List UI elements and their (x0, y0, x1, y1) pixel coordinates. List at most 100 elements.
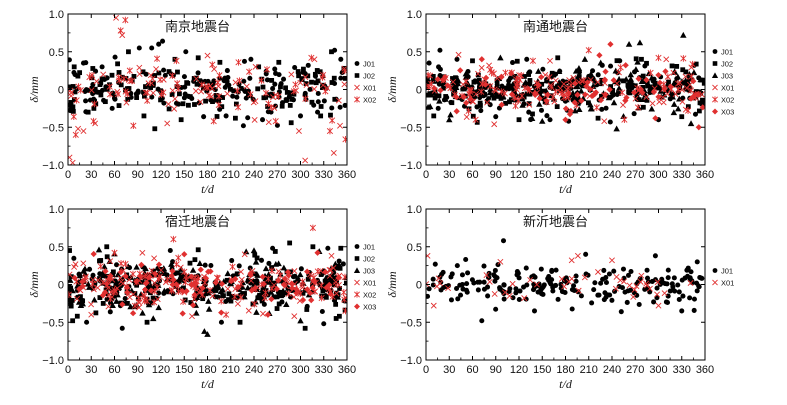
data-point (99, 64, 105, 70)
data-point (625, 83, 631, 89)
data-point (90, 250, 97, 258)
data-point (547, 57, 553, 64)
data-point (472, 116, 479, 124)
data-point (503, 100, 508, 106)
data-point (151, 298, 158, 306)
data-point (330, 149, 337, 156)
data-point (507, 286, 513, 292)
data-point (196, 260, 204, 267)
data-point (233, 115, 238, 121)
data-point (429, 75, 437, 82)
y-axis-label: δ/mm (385, 76, 399, 103)
data-point (272, 260, 280, 267)
data-point (325, 245, 331, 251)
data-point (569, 306, 575, 312)
data-point (629, 82, 635, 88)
data-point (305, 62, 311, 68)
data-point (120, 75, 127, 82)
data-point (555, 79, 563, 85)
data-point (686, 81, 693, 88)
data-point (522, 74, 527, 79)
data-point (463, 99, 470, 106)
data-point (478, 56, 485, 63)
data-point (543, 97, 550, 104)
data-point (148, 300, 154, 306)
data-point (622, 76, 630, 82)
data-point (606, 271, 612, 277)
data-point (621, 116, 628, 124)
data-point (287, 240, 293, 246)
data-point (76, 285, 83, 293)
data-point (108, 289, 115, 295)
data-point (680, 67, 686, 73)
data-point (168, 287, 175, 295)
data-point (622, 62, 629, 69)
data-point (329, 80, 335, 85)
data-point (564, 277, 570, 283)
data-point (663, 299, 669, 305)
data-point (305, 73, 311, 79)
data-point (491, 86, 498, 93)
x-tick-label: 300 (649, 364, 667, 376)
data-point (68, 102, 73, 108)
data-point (114, 271, 122, 278)
data-point (581, 274, 588, 281)
data-point (679, 114, 685, 120)
chart-panel-3: 0 30 60 90 120 150 180 210 240 270 300 330 360 −1.0 −0… (27, 204, 376, 391)
data-point (491, 291, 498, 297)
data-point (209, 85, 216, 92)
data-point (93, 310, 99, 316)
data-point (175, 288, 182, 295)
legend-label: J02 (363, 255, 375, 264)
y-tick-label: −0.5 (400, 317, 422, 329)
data-point (533, 281, 540, 288)
x-tick-label: 360 (696, 364, 714, 376)
data-point (97, 263, 104, 270)
data-point (543, 77, 550, 84)
data-point (609, 88, 617, 94)
data-point (561, 86, 567, 92)
data-point (206, 290, 211, 296)
data-point (595, 115, 601, 121)
data-point (135, 295, 142, 302)
data-point (201, 85, 206, 91)
data-point (95, 277, 101, 284)
x-tick-label: 300 (649, 169, 667, 181)
data-point (440, 77, 447, 84)
data-point (639, 56, 644, 62)
data-point (232, 79, 239, 86)
data-point (340, 261, 346, 267)
data-point (674, 105, 682, 112)
data-point (136, 64, 143, 71)
data-point (224, 277, 230, 283)
data-point (271, 294, 277, 300)
chart-panel-4: 0 30 60 90 120 150 180 210 240 270 300 330 360 −1.0 −0… (385, 204, 734, 391)
data-point (210, 117, 217, 125)
data-point (97, 82, 103, 87)
data-point (117, 275, 124, 282)
data-point (322, 268, 329, 276)
data-point (247, 91, 254, 98)
y-tick-label: −0.5 (400, 122, 422, 134)
data-point (158, 88, 164, 94)
data-point (224, 285, 231, 292)
data-point (209, 292, 216, 299)
legend-marker (712, 108, 718, 115)
data-point (285, 290, 292, 297)
data-point (264, 311, 272, 318)
data-point (207, 286, 214, 294)
data-point (105, 303, 112, 310)
data-point (680, 31, 687, 38)
data-point (571, 287, 577, 293)
data-point (148, 267, 155, 274)
data-point (288, 280, 295, 287)
data-point (93, 78, 100, 85)
data-point (169, 281, 176, 288)
data-point (613, 125, 620, 132)
data-point (90, 117, 97, 125)
data-point (200, 296, 206, 302)
data-point (181, 74, 187, 80)
x-tick-label: 30 (85, 364, 97, 376)
series-j01 (426, 238, 705, 324)
data-point (297, 290, 304, 297)
